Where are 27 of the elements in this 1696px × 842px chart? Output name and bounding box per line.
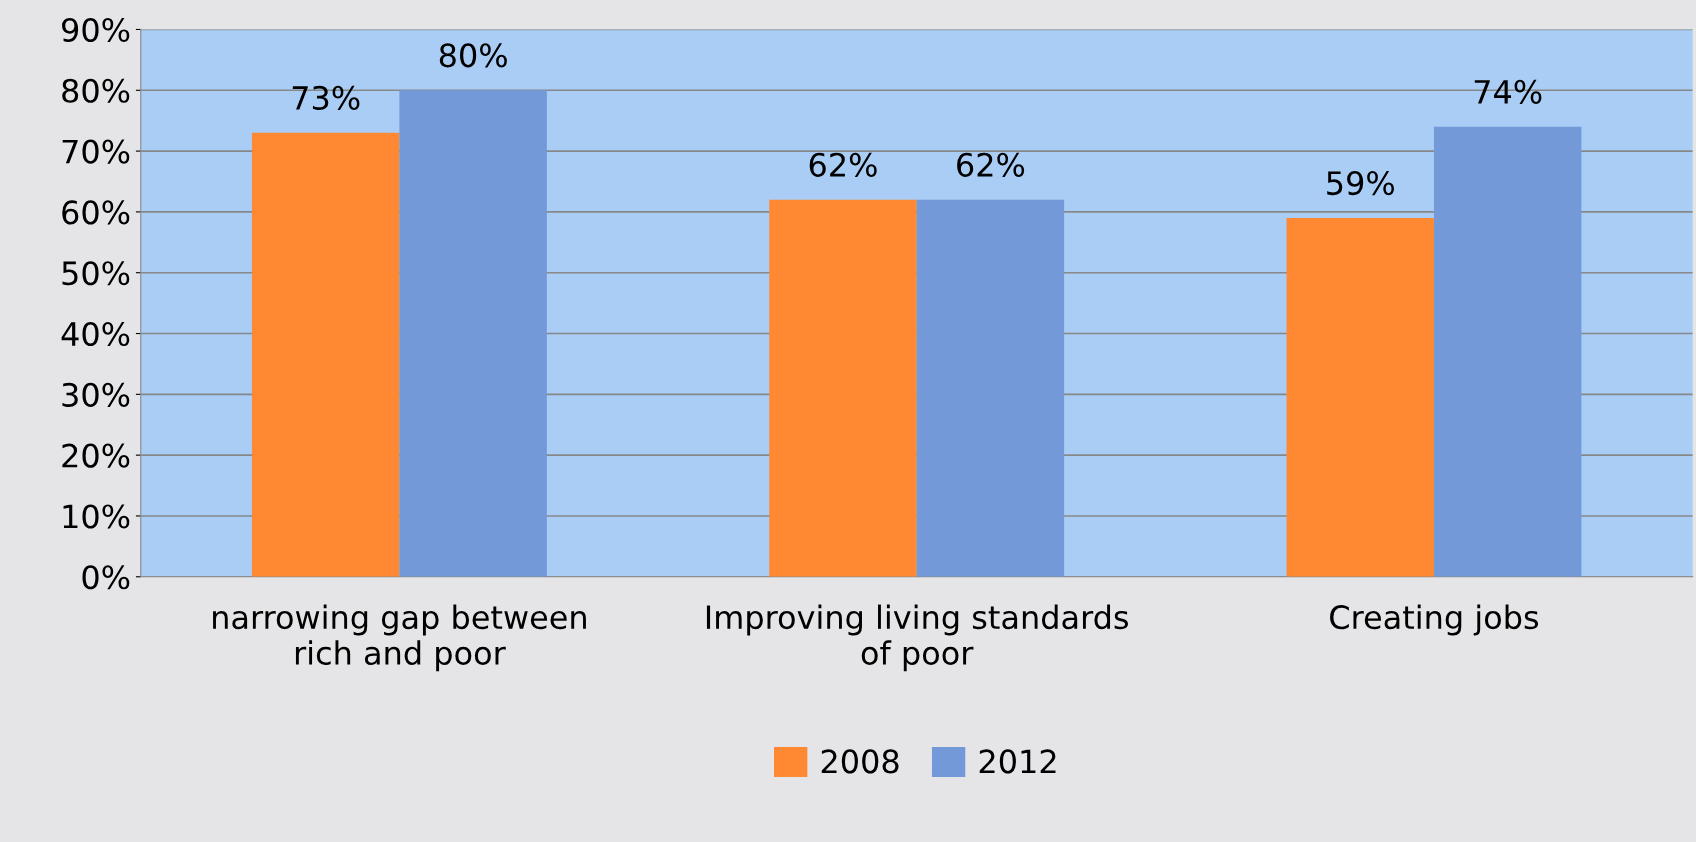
bar xyxy=(251,132,400,577)
data-label: 62% xyxy=(809,152,877,177)
x-tick-label: Improving living standards of poor xyxy=(706,604,1129,672)
bar xyxy=(769,199,917,577)
x-tick-label: narrowing gap between rich and poor xyxy=(213,604,586,672)
bar xyxy=(1433,126,1582,577)
y-tick-label: 80% xyxy=(62,78,130,103)
bar xyxy=(399,90,547,577)
y-tick-label: 20% xyxy=(62,443,130,468)
data-label: 80% xyxy=(439,43,507,68)
legend-label: 2008 xyxy=(821,749,899,774)
bar xyxy=(1286,217,1434,577)
legend-label: 2012 xyxy=(979,749,1056,774)
y-tick-label: 10% xyxy=(63,504,130,529)
data-label: 59% xyxy=(1327,170,1394,196)
data-label: 74% xyxy=(1474,79,1542,104)
y-tick-label: 30% xyxy=(62,382,130,407)
y-tick-label: 70% xyxy=(62,139,130,164)
x-tick-label: Creating jobs xyxy=(1330,604,1539,636)
data-label: 73% xyxy=(292,85,360,110)
y-tick-label: 60% xyxy=(62,200,130,225)
data-label: 62% xyxy=(957,152,1025,177)
bar xyxy=(916,199,1065,577)
y-tick-label: 90% xyxy=(62,17,130,43)
y-tick-label: 0% xyxy=(82,565,130,590)
y-tick-label: 40% xyxy=(61,321,130,347)
y-tick-label: 50% xyxy=(62,261,130,286)
